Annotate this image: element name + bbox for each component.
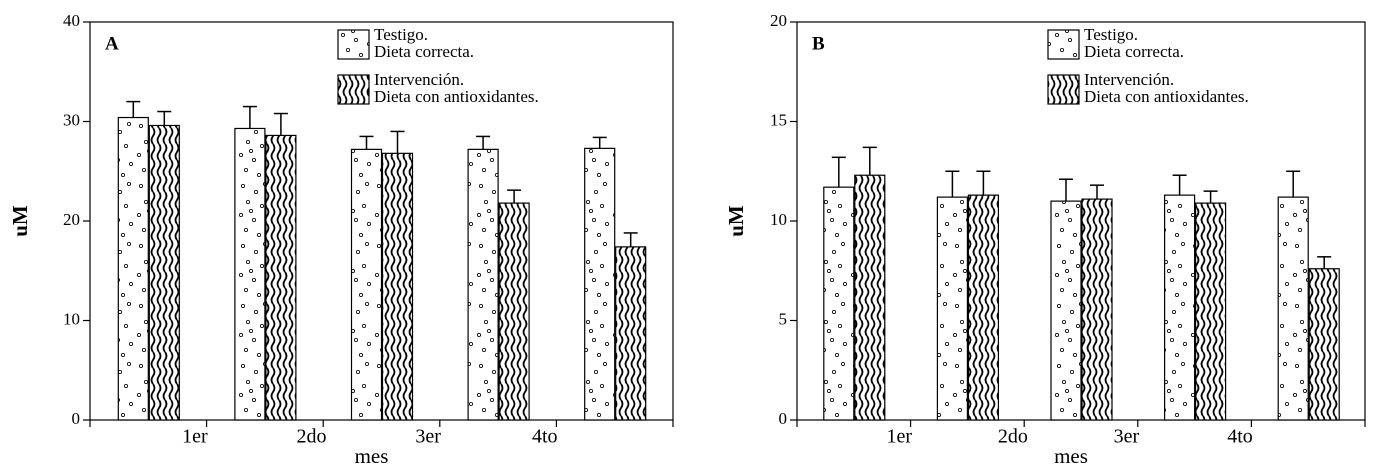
y-tick-label: 5 xyxy=(779,309,788,328)
bar xyxy=(1081,198,1113,421)
y-tick-label: 30 xyxy=(63,110,80,129)
legend-swatch xyxy=(1047,29,1080,60)
legend-description: Dieta con antioxidantes. xyxy=(1084,87,1249,106)
bar xyxy=(1194,202,1227,421)
y-tick-label: 15 xyxy=(770,110,787,129)
bar xyxy=(936,196,969,421)
legend-description: Dieta correcta. xyxy=(1084,42,1184,61)
y-tick-label: 40 xyxy=(63,11,80,30)
bar xyxy=(350,148,383,421)
x-tick-label: 2do xyxy=(297,426,327,448)
legend-description: Dieta correcta. xyxy=(374,42,474,61)
y-tick-label: 0 xyxy=(72,409,81,428)
panel-label: A xyxy=(105,33,119,54)
bar xyxy=(498,202,530,421)
bar xyxy=(615,246,647,421)
bar xyxy=(854,174,886,421)
x-tick-label: 4to xyxy=(532,426,558,448)
y-tick-label: 10 xyxy=(770,210,787,229)
bar xyxy=(967,194,1000,421)
y-tick-label: 10 xyxy=(63,309,80,328)
legend-label: Testigo. xyxy=(1084,25,1138,44)
x-axis-label: mes xyxy=(355,444,389,468)
x-tick-label: 1er xyxy=(182,426,208,448)
bar xyxy=(381,152,414,421)
x-axis-label: mes xyxy=(1054,444,1088,468)
legend-swatch xyxy=(337,29,370,60)
legend-swatch xyxy=(1047,74,1080,105)
legend-swatch xyxy=(337,74,370,105)
y-tick-label: 20 xyxy=(770,11,787,30)
x-tick-label: 1er xyxy=(886,426,912,448)
y-tick-label: 20 xyxy=(63,210,80,229)
legend-description: Dieta con antioxidantes. xyxy=(374,87,539,106)
legend-label: Intervención. xyxy=(1084,70,1174,89)
legend-label: Testigo. xyxy=(374,25,428,44)
bar xyxy=(467,148,499,421)
bar xyxy=(265,134,297,421)
x-tick-label: 4to xyxy=(1227,426,1253,448)
y-axis-label: uM xyxy=(8,205,32,237)
bar xyxy=(823,186,855,421)
y-axis-label: uM xyxy=(724,205,748,237)
bar xyxy=(117,116,149,421)
panel-label: B xyxy=(812,33,825,54)
x-tick-label: 3er xyxy=(415,426,441,448)
x-tick-label: 3er xyxy=(1114,426,1140,448)
bar xyxy=(1050,200,1082,421)
bar xyxy=(584,147,616,421)
x-tick-label: 2do xyxy=(998,426,1028,448)
bar xyxy=(148,124,180,421)
bar xyxy=(1163,194,1196,421)
y-tick-label: 0 xyxy=(779,409,788,428)
bar xyxy=(1277,196,1309,421)
bar xyxy=(1308,268,1340,421)
bar xyxy=(234,127,266,421)
legend-label: Intervención. xyxy=(374,70,464,89)
